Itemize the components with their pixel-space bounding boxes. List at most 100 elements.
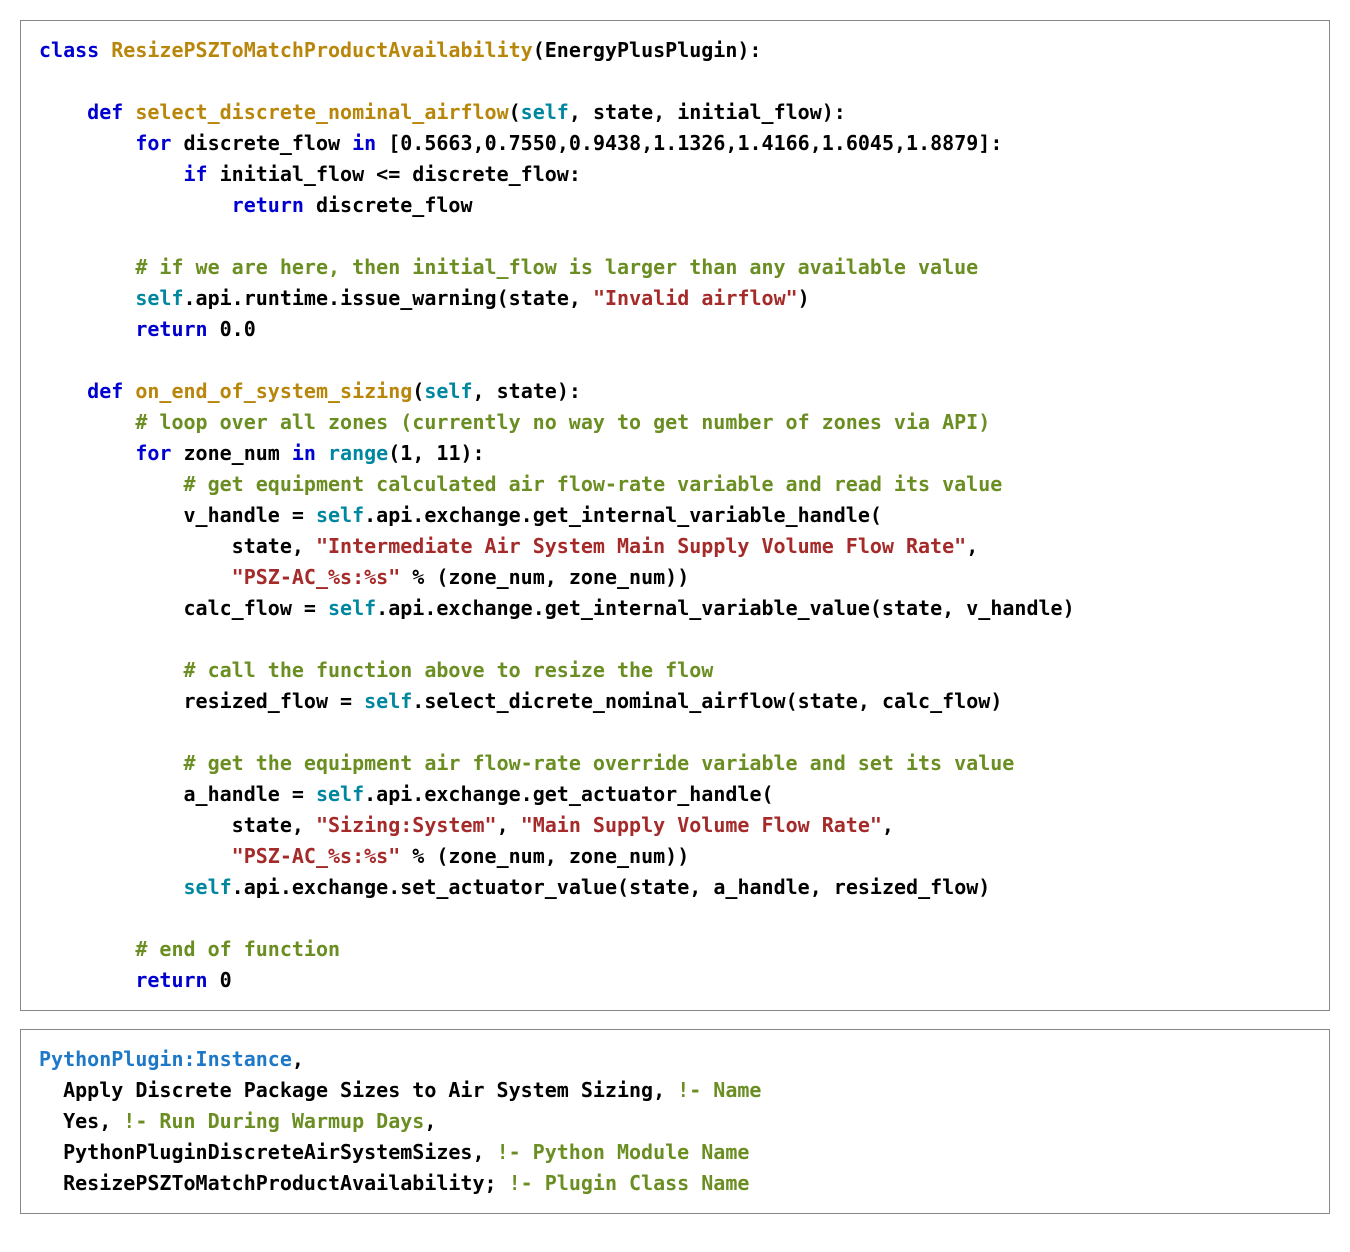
token-comment: # if we are here, then initial_flow is l… — [135, 255, 978, 279]
token-punct: , — [497, 813, 521, 837]
idf-code-block: PythonPlugin:Instance, Apply Discrete Pa… — [20, 1029, 1330, 1214]
token-ident: api — [376, 782, 412, 806]
token-keyword: in — [280, 441, 328, 465]
token-ident — [39, 689, 184, 713]
token-number: 0.9438 — [569, 131, 641, 155]
token-punct: ( — [870, 596, 882, 620]
token-punct: % ( — [400, 844, 448, 868]
token-punct: ( — [870, 503, 882, 527]
token-punct: ): — [822, 100, 846, 124]
token-keyword: return — [135, 968, 219, 992]
token-ident: exchange — [424, 782, 520, 806]
token-punct: . — [412, 503, 424, 527]
token-number: 0.0 — [220, 317, 256, 341]
token-keyword: in — [340, 131, 388, 155]
token-ident — [39, 193, 232, 217]
token-number: 11 — [436, 441, 460, 465]
token-number: 0.5663 — [400, 131, 472, 155]
token-punct: , — [569, 286, 593, 310]
token-ident: resized_flow — [834, 875, 979, 899]
token-number: 1.1326 — [653, 131, 725, 155]
token-self: self — [135, 286, 183, 310]
token-ident — [39, 813, 232, 837]
token-ident — [39, 782, 184, 806]
token-ident — [39, 162, 184, 186]
token-idf_text: Yes, — [39, 1109, 123, 1133]
token-ident: v_handle — [966, 596, 1062, 620]
token-number: 1.4166 — [737, 131, 809, 155]
token-ident — [39, 751, 184, 775]
token-keyword: for — [135, 131, 183, 155]
token-self: self — [521, 100, 569, 124]
token-idf_text: ResizePSZToMatchProductAvailability; — [39, 1171, 509, 1195]
token-punct: = — [280, 503, 316, 527]
token-punct: . — [232, 286, 244, 310]
token-ident: api — [244, 875, 280, 899]
token-punct: = — [328, 689, 364, 713]
token-punct: . — [232, 875, 244, 899]
token-punct: . — [412, 689, 424, 713]
token-punct: [ — [388, 131, 400, 155]
token-punct: ): — [737, 38, 761, 62]
token-ident: zone_num — [448, 565, 544, 589]
token-self: self — [316, 782, 364, 806]
token-ident — [39, 131, 135, 155]
token-punct: ( — [509, 100, 521, 124]
token-punct: . — [424, 596, 436, 620]
token-ident: zone_num — [448, 844, 544, 868]
token-ident — [39, 875, 184, 899]
token-punct: . — [376, 596, 388, 620]
token-number: 0 — [220, 968, 232, 992]
token-punct: = — [280, 782, 316, 806]
token-punct: , — [545, 565, 569, 589]
token-idf_comment: !- Plugin Class Name — [509, 1171, 750, 1195]
token-ident — [39, 441, 135, 465]
token-comment: # loop over all zones (currently no way … — [135, 410, 990, 434]
token-punct: <= — [376, 162, 412, 186]
token-punct: % ( — [400, 565, 448, 589]
token-ident — [39, 286, 135, 310]
token-ident — [39, 410, 135, 434]
token-ident — [39, 255, 135, 279]
token-punct: , — [858, 689, 882, 713]
token-punct: , — [412, 441, 436, 465]
token-ident: state — [629, 875, 689, 899]
token-punct: )) — [665, 844, 689, 868]
token-punct: , — [725, 131, 737, 155]
token-self: self — [316, 503, 364, 527]
token-number: 1.8879 — [906, 131, 978, 155]
token-number: 0.7550 — [485, 131, 557, 155]
token-self: self — [184, 875, 232, 899]
token-ident — [39, 565, 232, 589]
token-punct: , — [966, 534, 978, 558]
token-punct: ( — [533, 38, 545, 62]
token-idf_text: PythonPluginDiscreteAirSystemSizes, — [39, 1140, 497, 1164]
token-punct: , — [810, 131, 822, 155]
token-punct: , — [292, 813, 316, 837]
token-ident: a_handle — [184, 782, 280, 806]
token-ident: state — [509, 286, 569, 310]
token-string: "Intermediate Air System Main Supply Vol… — [316, 534, 966, 558]
token-ident — [39, 379, 87, 403]
token-ident — [39, 317, 135, 341]
token-string: "Sizing:System" — [316, 813, 497, 837]
token-ident: api — [196, 286, 232, 310]
token-punct: , — [557, 131, 569, 155]
token-punct: . — [184, 286, 196, 310]
token-self: self — [424, 379, 472, 403]
token-ident: discrete_flow — [184, 131, 341, 155]
token-punct: , — [882, 813, 894, 837]
token-punct: , — [292, 534, 316, 558]
token-punct: ) — [990, 689, 1002, 713]
token-punct: ( — [388, 441, 400, 465]
token-ident — [39, 503, 184, 527]
token-idf_comment: !- Name — [677, 1078, 761, 1102]
token-punct: ) — [798, 286, 810, 310]
token-self: self — [328, 596, 376, 620]
token-ident: zone_num — [184, 441, 280, 465]
token-punct: , — [473, 131, 485, 155]
token-number: 1.6045 — [822, 131, 894, 155]
token-ident: exchange — [292, 875, 388, 899]
token-ident: calc_flow — [184, 596, 292, 620]
token-punct: )) — [665, 565, 689, 589]
